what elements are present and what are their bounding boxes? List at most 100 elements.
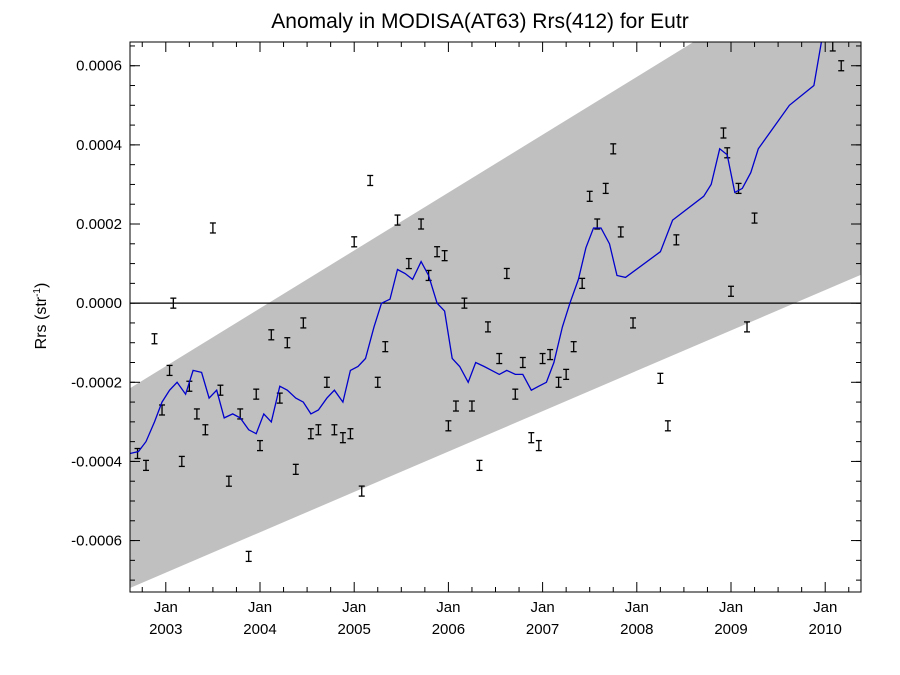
error-bar bbox=[617, 226, 624, 238]
error-bar bbox=[367, 174, 374, 187]
error-bar bbox=[720, 127, 727, 139]
x-tick-year: 2009 bbox=[714, 621, 747, 638]
error-bar bbox=[555, 376, 562, 388]
error-bar bbox=[496, 352, 503, 365]
x-tick-year: 2006 bbox=[432, 621, 465, 638]
x-tick-year: 2005 bbox=[338, 621, 371, 638]
x-tick-month: Jan bbox=[813, 599, 837, 616]
x-tick-month: Jan bbox=[342, 599, 366, 616]
error-bar bbox=[268, 329, 275, 341]
error-bar bbox=[134, 447, 141, 460]
error-bar bbox=[405, 257, 412, 270]
error-bar bbox=[735, 182, 742, 195]
error-bar bbox=[818, 29, 824, 39]
error-bar bbox=[503, 267, 510, 280]
error-bar bbox=[351, 236, 358, 248]
y-tick-label: 0.0006 bbox=[76, 58, 122, 75]
y-tick-label: -0.0004 bbox=[71, 453, 122, 470]
error-bar bbox=[579, 277, 586, 290]
error-bar bbox=[151, 333, 158, 345]
x-tick-month: Jan bbox=[625, 599, 649, 616]
error-bar bbox=[586, 190, 593, 202]
error-bar bbox=[512, 388, 519, 400]
error-bar bbox=[256, 439, 263, 452]
error-bar bbox=[528, 432, 535, 444]
error-bar bbox=[535, 439, 542, 452]
error-bar bbox=[610, 143, 617, 155]
x-tick-month: Jan bbox=[531, 599, 555, 616]
x-axis: Jan 2003 Jan 2004 Jan 2005 Jan 2006 Jan 2007 Jan 20… bbox=[141, 42, 850, 638]
error-bar bbox=[209, 222, 216, 234]
error-bar bbox=[563, 368, 570, 381]
error-bar bbox=[445, 420, 452, 432]
confidence-band bbox=[130, 42, 861, 588]
error-bar bbox=[751, 212, 758, 224]
error-bar bbox=[170, 297, 177, 309]
y-axis-label-suffix: ) bbox=[33, 283, 50, 288]
error-bar bbox=[657, 372, 664, 384]
y-axis-label: Rrs (str-1) bbox=[32, 283, 50, 350]
error-bar bbox=[382, 341, 389, 353]
error-bar bbox=[461, 297, 468, 309]
error-bar bbox=[539, 352, 546, 365]
error-bar bbox=[253, 388, 260, 400]
plot-area bbox=[130, 29, 861, 588]
x-tick-month: Jan bbox=[248, 599, 272, 616]
x-tick-year: 2003 bbox=[149, 621, 182, 638]
error-bar bbox=[178, 455, 185, 468]
error-bar bbox=[452, 400, 459, 412]
y-tick-label: -0.0002 bbox=[71, 374, 122, 391]
error-bar bbox=[441, 250, 448, 262]
error-bar bbox=[570, 341, 577, 353]
y-tick-label: 0.0000 bbox=[76, 295, 122, 312]
error-bar bbox=[300, 317, 307, 329]
error-bar-series bbox=[134, 29, 845, 563]
error-bar bbox=[358, 485, 365, 497]
error-bar bbox=[838, 60, 845, 72]
y-tick-label: 0.0004 bbox=[76, 137, 122, 154]
error-bar bbox=[664, 420, 671, 432]
error-bar bbox=[374, 376, 381, 388]
error-bar bbox=[547, 348, 554, 361]
error-bar bbox=[829, 42, 836, 52]
chart-title: Anomaly in MODISA(AT63) Rrs(412) for Eut… bbox=[271, 10, 688, 33]
error-bar bbox=[245, 550, 252, 563]
error-bar bbox=[594, 218, 601, 230]
error-bar bbox=[339, 432, 346, 444]
error-bar bbox=[476, 459, 483, 472]
y-tick-label: -0.0006 bbox=[71, 533, 122, 550]
x-tick-month: Jan bbox=[436, 599, 460, 616]
error-bar bbox=[284, 337, 291, 349]
x-tick-month: Jan bbox=[719, 599, 743, 616]
error-bar bbox=[347, 428, 354, 440]
x-tick-year: 2004 bbox=[243, 621, 276, 638]
error-bar bbox=[307, 428, 314, 440]
error-bar bbox=[331, 424, 338, 436]
error-bar bbox=[202, 424, 209, 436]
error-bar bbox=[602, 182, 609, 195]
error-bar bbox=[519, 356, 526, 369]
error-bar bbox=[315, 424, 322, 436]
error-bar bbox=[394, 214, 401, 226]
error-bar bbox=[484, 321, 491, 333]
error-bar bbox=[323, 376, 330, 388]
y-axis-label-superscript: -1 bbox=[32, 288, 43, 297]
error-bar bbox=[166, 364, 173, 377]
y-tick-label: 0.0002 bbox=[76, 216, 122, 233]
error-bar bbox=[673, 234, 680, 246]
error-bar bbox=[143, 459, 150, 472]
x-tick-year: 2010 bbox=[809, 621, 842, 638]
x-tick-year: 2008 bbox=[620, 621, 653, 638]
x-tick-month: Jan bbox=[154, 599, 178, 616]
error-bar bbox=[630, 317, 637, 329]
error-bar bbox=[728, 285, 735, 297]
anomaly-line bbox=[130, 42, 823, 455]
error-bar bbox=[159, 404, 166, 416]
error-bar bbox=[744, 321, 751, 333]
error-bar bbox=[468, 400, 475, 412]
error-bar bbox=[225, 475, 232, 487]
y-axis-label-main: Rrs (str bbox=[33, 296, 50, 349]
error-bar bbox=[193, 408, 200, 420]
error-bar bbox=[292, 463, 299, 475]
